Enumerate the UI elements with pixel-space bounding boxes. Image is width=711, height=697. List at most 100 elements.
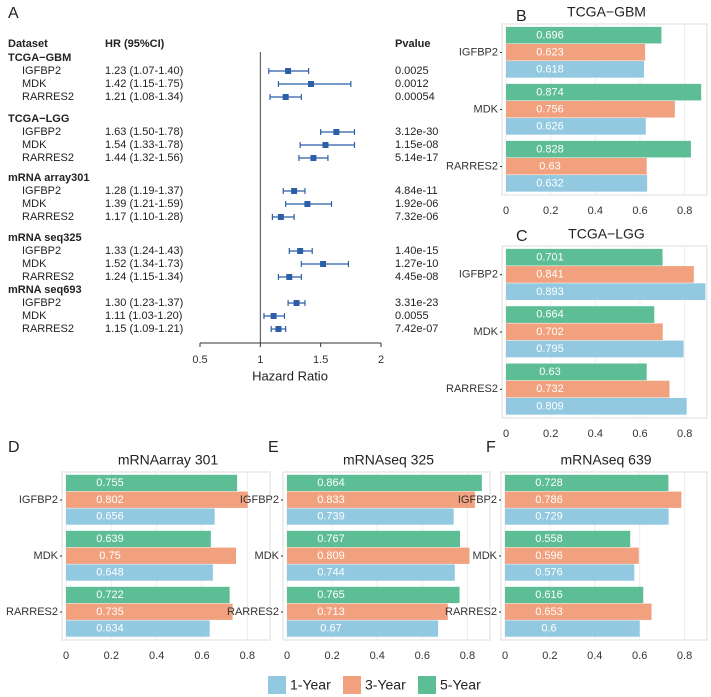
value-label: 0.648 — [96, 567, 124, 579]
bar — [505, 603, 652, 620]
panel-title: mRNAseq 325 — [343, 452, 434, 468]
x-axis-label: Hazard Ratio — [252, 368, 328, 383]
x-tick-label: 1 — [257, 354, 263, 366]
gene-label: MDK — [22, 139, 47, 151]
value-label: 0.63 — [539, 160, 560, 172]
legend-label: 1-Year — [290, 677, 331, 693]
x-tick-label: 0.6 — [632, 205, 647, 217]
hr-point — [293, 300, 300, 306]
hr-point — [322, 142, 329, 148]
value-label: 0.809 — [317, 550, 345, 562]
pvalue: 5.14e-17 — [395, 152, 438, 164]
x-tick-label: 2 — [378, 354, 384, 366]
value-label: 0.841 — [536, 269, 564, 281]
x-tick-label: 0.8 — [460, 650, 475, 662]
x-tick-label: 0.4 — [149, 650, 164, 662]
x-tick-label: 0 — [503, 205, 509, 217]
pvalue: 4.84e-11 — [395, 185, 438, 197]
value-label: 0.6 — [541, 623, 556, 635]
hr-point — [282, 94, 289, 100]
group-name: TCGA−GBM — [8, 52, 71, 64]
bar — [505, 547, 639, 564]
hr-point — [297, 248, 304, 254]
bar — [505, 474, 669, 492]
legend-label: 3-Year — [365, 677, 406, 693]
x-tick-label: 0.4 — [587, 650, 602, 662]
bar — [506, 283, 706, 300]
hr-text: 1.23 (1.07-1.40) — [105, 65, 183, 77]
bar — [287, 620, 439, 637]
value-label: 0.722 — [96, 589, 124, 601]
panel-title: mRNAseq 639 — [560, 452, 651, 468]
hr-text: 1.30 (1.23-1.37) — [105, 297, 183, 309]
panel-letter: C — [516, 228, 528, 245]
bar — [505, 564, 635, 581]
hr-text: 1.15 (1.09-1.21) — [105, 323, 183, 335]
y-tick-label: MDK — [473, 550, 498, 562]
hr-text: 1.33 (1.24-1.43) — [105, 245, 183, 257]
bar — [506, 140, 691, 158]
pvalue: 0.0025 — [395, 65, 429, 77]
bar — [505, 491, 682, 508]
panel-letter: B — [516, 8, 527, 25]
y-tick-label: IGFBP2 — [459, 46, 498, 58]
panel-letter: E — [268, 439, 279, 456]
hr-point — [304, 201, 311, 207]
legend-swatch — [418, 676, 436, 694]
value-label: 0.616 — [535, 589, 563, 601]
value-label: 0.893 — [536, 286, 564, 298]
x-tick-label: 0 — [284, 650, 290, 662]
x-tick-label: 0.8 — [677, 428, 692, 440]
value-label: 0.632 — [536, 178, 564, 190]
x-tick-label: 0.4 — [588, 428, 603, 440]
bar — [506, 83, 702, 101]
bar — [287, 564, 455, 581]
pvalue: 1.27e-10 — [395, 258, 438, 270]
value-label: 0.735 — [96, 606, 124, 618]
value-label: 0.732 — [536, 383, 564, 395]
gene-label: RARRES2 — [22, 271, 74, 283]
bar — [506, 306, 655, 323]
bar — [505, 530, 631, 548]
pvalue: 3.31e-23 — [395, 297, 438, 309]
pvalue: 1.92e-06 — [395, 198, 438, 210]
bar — [506, 175, 648, 192]
bar — [287, 586, 460, 604]
panel-title: TCGA−GBM — [567, 4, 646, 20]
hr-point — [310, 155, 317, 161]
value-label: 0.765 — [317, 589, 345, 601]
bar — [506, 266, 694, 283]
hr-point — [286, 274, 293, 280]
x-tick-label: 0 — [503, 428, 509, 440]
value-label: 0.618 — [536, 64, 564, 76]
column-header: HR (95%CI) — [105, 38, 165, 50]
bar — [506, 100, 675, 118]
bar — [506, 157, 647, 175]
value-label: 0.664 — [536, 309, 564, 321]
bar — [66, 620, 210, 637]
x-tick-label: 0.2 — [543, 205, 558, 217]
hr-point — [275, 326, 282, 332]
bar — [287, 547, 470, 564]
y-tick-label: RARRES2 — [446, 160, 498, 172]
bar — [506, 323, 663, 341]
y-tick-label: IGFBP2 — [240, 494, 279, 506]
bar — [506, 380, 670, 398]
value-label: 0.802 — [96, 494, 124, 506]
pvalue: 0.0012 — [395, 78, 429, 90]
group-name: mRNA seq693 — [8, 284, 82, 296]
bar — [506, 340, 684, 358]
hr-text: 1.28 (1.19-1.37) — [105, 185, 183, 197]
group-name: TCGA−LGG — [8, 113, 69, 125]
value-label: 0.729 — [535, 511, 563, 523]
gene-label: IGFBP2 — [22, 297, 61, 309]
pvalue: 0.00054 — [395, 91, 435, 103]
pvalue: 3.12e-30 — [395, 126, 438, 138]
hr-point — [270, 313, 277, 319]
group-name: mRNA array301 — [8, 172, 90, 184]
value-label: 0.833 — [317, 494, 345, 506]
hr-point — [333, 129, 340, 135]
bar — [66, 508, 215, 525]
gene-label: IGFBP2 — [22, 185, 61, 197]
